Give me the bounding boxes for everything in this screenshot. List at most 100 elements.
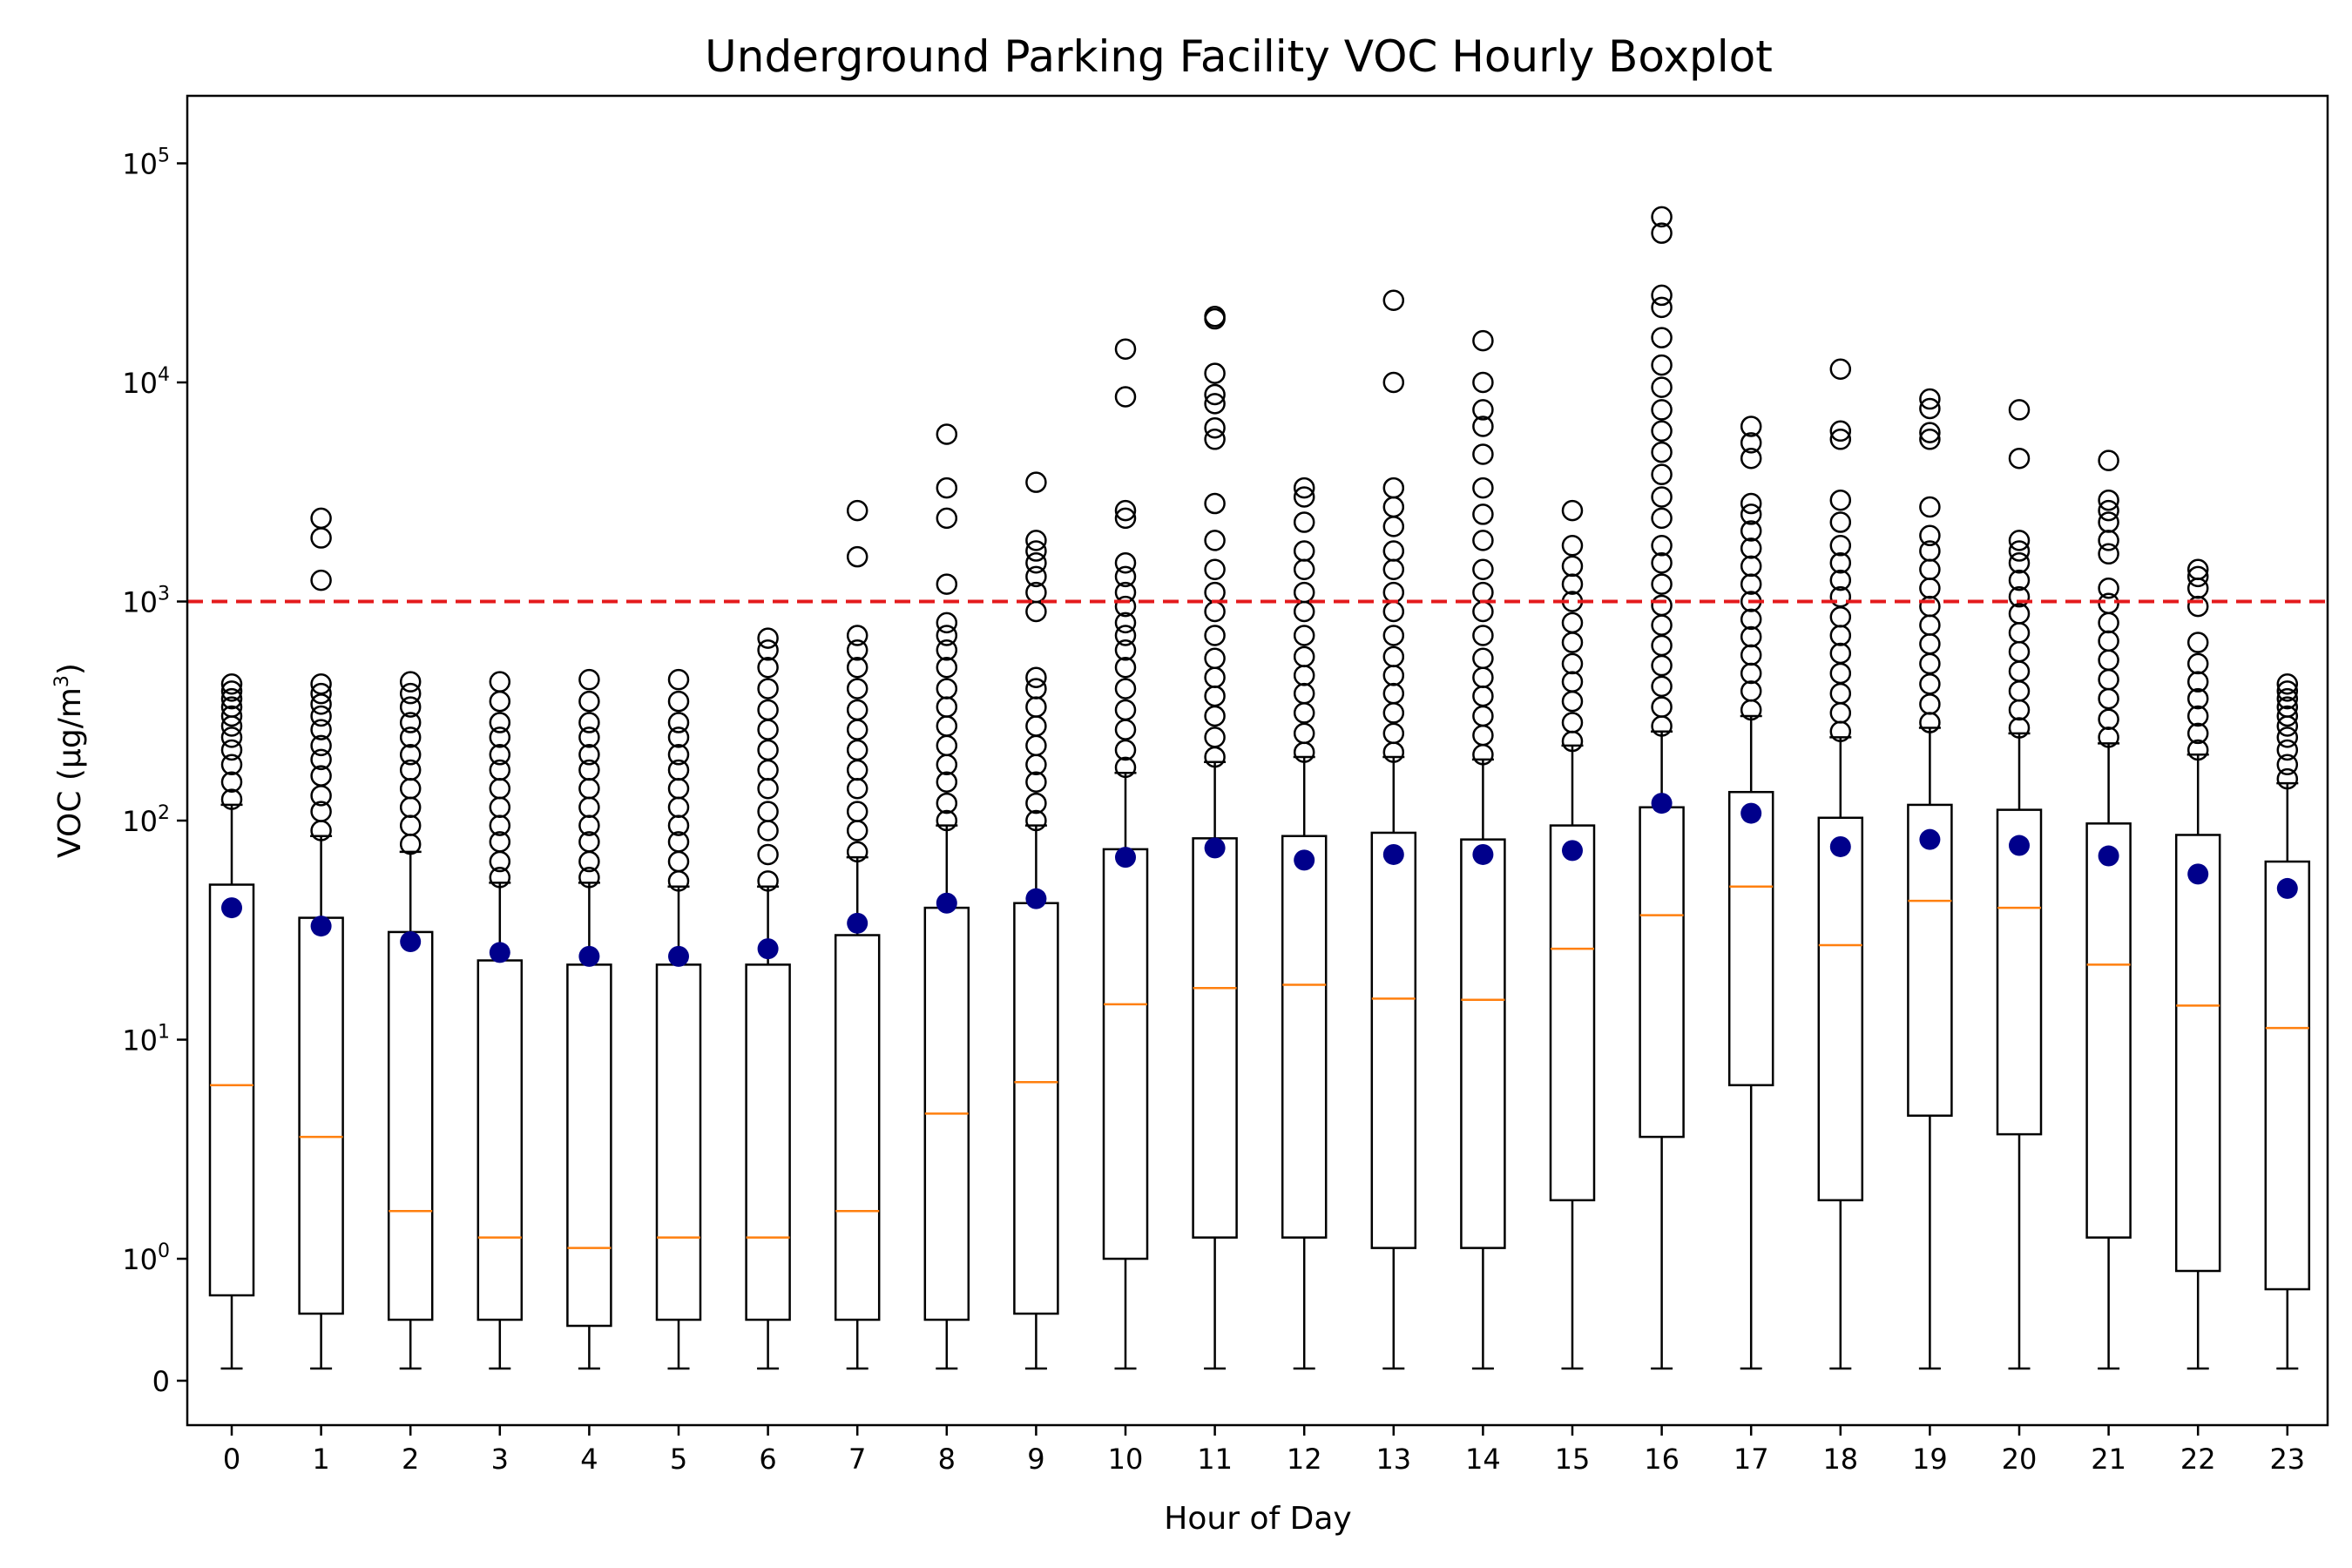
outlier-point (399, 814, 422, 836)
outlier-point (1561, 612, 1584, 634)
outlier-point (578, 867, 600, 889)
outlier-point (1114, 739, 1137, 761)
y-axis-label-main: VOC (μg/m (52, 687, 88, 858)
mean-marker (2098, 845, 2119, 867)
mean-marker (2187, 863, 2209, 885)
box-iqr (655, 963, 702, 1321)
outlier-point (1561, 535, 1584, 557)
outlier-point (846, 801, 868, 822)
outlier-point (1114, 625, 1137, 646)
outlier-point (2276, 696, 2299, 718)
outlier-point (310, 569, 332, 591)
outlier-point (220, 673, 243, 695)
outlier-point (578, 744, 600, 766)
outlier-point (1740, 432, 1762, 454)
outlier-point (1561, 652, 1584, 675)
outlier-point (936, 792, 958, 814)
outlier-point (1561, 499, 1584, 522)
outlier-point (1651, 327, 1673, 348)
outlier-point (1651, 594, 1673, 617)
outlier-point (220, 727, 243, 748)
outlier-point (936, 423, 958, 445)
outlier-point (220, 705, 243, 727)
outlier-point (1204, 647, 1226, 670)
outlier-point (1204, 705, 1226, 727)
outlier-point (1651, 654, 1673, 677)
outlier-point (1204, 530, 1226, 551)
x-tick-label: 10 (1108, 1443, 1144, 1476)
outlier-point (1204, 685, 1226, 707)
outlier-point (1382, 722, 1405, 745)
outlier-point (1472, 504, 1494, 525)
box-iqr (566, 963, 612, 1328)
outlier-point (1919, 632, 1941, 655)
outlier-point (1740, 662, 1762, 685)
outlier-point (489, 744, 511, 766)
outlier-point (2098, 511, 2119, 533)
outlier-point (1472, 705, 1494, 727)
outlier-point (1204, 383, 1226, 406)
outlier-point (1472, 625, 1494, 646)
outlier-point (1651, 507, 1673, 530)
outlier-point (1382, 702, 1405, 724)
outlier-point (1829, 642, 1852, 665)
outlier-point (1293, 540, 1315, 562)
outlier-point (2008, 660, 2031, 682)
outlier-point (846, 759, 868, 781)
x-tick-label: 20 (2002, 1443, 2038, 1476)
mean-marker (1382, 843, 1404, 865)
outlier-point (310, 734, 332, 757)
outlier-point (1025, 696, 1047, 718)
outlier-point (757, 639, 779, 661)
outlier-point (2186, 687, 2209, 710)
box-iqr (476, 959, 524, 1321)
outlier-point (2276, 767, 2299, 790)
outlier-point (1114, 499, 1137, 522)
outlier-point (1025, 540, 1047, 562)
box-iqr (208, 883, 255, 1297)
box-group-hour-1 (298, 507, 344, 1370)
outlier-point (1382, 516, 1405, 537)
outlier-point (2098, 708, 2119, 730)
outlier-point (1293, 511, 1315, 533)
outlier-point (757, 759, 779, 781)
y-tick-label: 101 (122, 1022, 170, 1058)
outlier-point (1919, 429, 1941, 450)
outlier-point (1114, 507, 1137, 530)
outlier-point (1293, 702, 1315, 724)
plot-area (187, 206, 2328, 1370)
outlier-point (846, 678, 868, 700)
outlier-point (1829, 569, 1852, 591)
box-group-hour-9 (1013, 471, 1059, 1370)
outlier-point (2008, 640, 2031, 663)
outlier-point (2186, 595, 2209, 618)
outlier-point (220, 739, 243, 761)
box-group-hour-23 (2264, 673, 2311, 1370)
outlier-point (2098, 668, 2119, 691)
outlier-point (936, 507, 958, 530)
outlier-point (2186, 565, 2209, 588)
outlier-point (578, 668, 600, 691)
outlier-point (1025, 471, 1047, 493)
outlier-point (1740, 573, 1762, 595)
outlier-point (2276, 680, 2299, 702)
outlier-point (846, 777, 868, 800)
outlier-point (1293, 600, 1315, 623)
box-group-hour-4 (566, 668, 612, 1370)
outlier-point (846, 841, 868, 863)
outlier-point (1651, 376, 1673, 398)
outlier-point (667, 668, 690, 691)
outlier-point (2098, 687, 2119, 710)
x-axis-label: Hour of Day (1164, 1501, 1351, 1537)
outlier-point (846, 545, 868, 568)
outlier-point (1829, 551, 1852, 574)
box-iqr (1727, 790, 1774, 1086)
outlier-point (310, 765, 332, 787)
outlier-point (1472, 581, 1494, 604)
outlier-point (2008, 585, 2031, 608)
y-axis-label-sup: 3 (51, 675, 73, 687)
outlier-point (220, 696, 243, 718)
outlier-point (220, 687, 243, 710)
outlier-point (1472, 685, 1494, 707)
